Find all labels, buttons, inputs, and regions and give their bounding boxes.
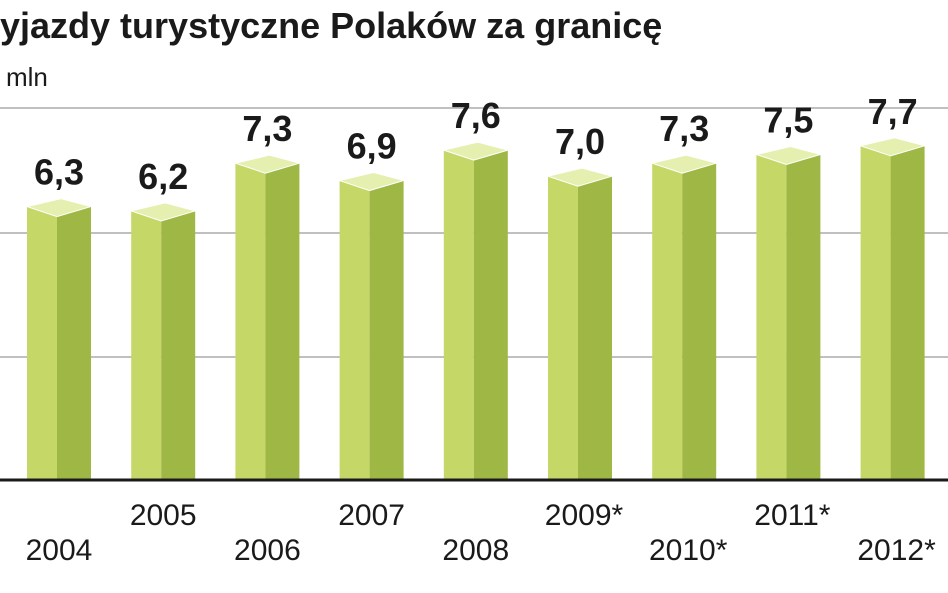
bar-front-face xyxy=(756,154,787,480)
bar-side-face xyxy=(161,210,196,481)
x-tick-label: 2006 xyxy=(234,534,301,567)
x-tick-label: 2009* xyxy=(545,499,624,532)
bar-top-face xyxy=(546,167,614,187)
bar-top-face xyxy=(441,141,510,161)
x-tick-label: 2012* xyxy=(857,534,936,567)
bar-side-face xyxy=(682,163,717,480)
bar-front-face xyxy=(339,180,370,481)
bar-front-face xyxy=(443,150,474,480)
value-labels: 6,3 6,2 7,3 6,9 7,6 7,0 7,3 7,5 7,7 xyxy=(34,91,918,197)
bar-top-face xyxy=(129,202,198,222)
bar-side-face xyxy=(578,176,612,480)
bars xyxy=(25,137,927,481)
chart-title: yjazdy turystyczne Polaków za granicę xyxy=(0,5,662,46)
bar-side-face xyxy=(890,145,925,480)
bar-top-face xyxy=(754,145,823,166)
bar-2007 xyxy=(337,172,406,481)
x-tick-label: 2008 xyxy=(442,534,509,567)
bar-side-face xyxy=(786,154,821,480)
bar-2004 xyxy=(25,198,93,480)
bar-top-face xyxy=(233,154,302,174)
value-label: 7,5 xyxy=(763,100,813,141)
bar-2011* xyxy=(754,145,823,480)
bar-2008 xyxy=(441,141,510,480)
bar-side-face xyxy=(265,163,300,480)
bar-side-face xyxy=(473,150,508,480)
bar-2012* xyxy=(858,137,927,480)
bar-front-face xyxy=(652,163,683,480)
x-tick-label: 2005 xyxy=(130,499,197,532)
bar-front-face xyxy=(860,145,891,480)
bar-2006 xyxy=(233,154,302,480)
value-label: 7,3 xyxy=(659,108,709,149)
bar-front-face xyxy=(27,206,57,480)
value-label: 7,6 xyxy=(451,95,501,136)
bar-2009* xyxy=(546,167,614,480)
bar-top-face xyxy=(337,172,406,192)
bar-top-face xyxy=(858,137,927,157)
x-tick-label: 2010* xyxy=(649,534,728,567)
bar-top-face xyxy=(25,198,93,218)
bar-side-face xyxy=(57,206,91,480)
x-tick-label: 2007 xyxy=(338,499,405,532)
bar-2010* xyxy=(650,154,719,480)
bar-front-face xyxy=(548,176,578,480)
value-label: 7,0 xyxy=(555,121,605,162)
x-tick-label: 2011* xyxy=(754,499,831,532)
value-label: 7,3 xyxy=(242,108,292,149)
bar-side-face xyxy=(369,180,404,481)
bar-top-face xyxy=(650,154,719,174)
value-label: 6,3 xyxy=(34,152,84,193)
x-tick-label: 2004 xyxy=(26,534,93,567)
bar-2005 xyxy=(129,202,198,481)
x-axis-labels: 2004 2005 2006 2007 2008 2009* 2010* 2011* 2012* xyxy=(26,499,937,567)
bar-front-face xyxy=(131,210,162,481)
value-label: 6,2 xyxy=(138,156,188,197)
value-label: 6,9 xyxy=(347,126,397,167)
value-label: 7,7 xyxy=(868,91,918,132)
y-axis-unit-label: mln xyxy=(6,62,48,92)
bar-front-face xyxy=(235,163,266,480)
